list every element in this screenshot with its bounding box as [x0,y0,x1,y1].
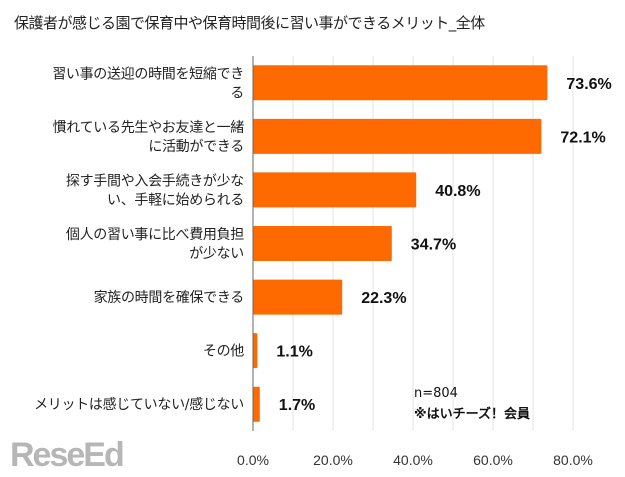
bar [253,226,392,261]
bar [253,65,548,101]
x-tick-label: 40.0% [393,452,433,468]
category-label: に活動ができる [148,139,244,155]
category-label: 習い事の送迎の時間を短縮でき [52,66,244,82]
resed-logo-watermark: ReseEd [10,436,125,474]
category-label: 個人の習い事に比べ費用負担 [66,227,244,243]
category-label: 家族の時間を確保できる [94,289,244,306]
category-label: メリットは感じていない/感じない [34,396,244,413]
bar [253,279,343,315]
sample-size-note: n=804 [414,386,458,401]
data-label: 1.7% [279,397,315,414]
data-label: 34.7% [411,237,456,254]
chart-title: 保護者が感じる園で保育中や保育時間後に習い事ができるメリット_全体 [14,14,485,32]
x-tick-label: 80.0% [553,452,593,468]
data-label: 73.6% [566,76,611,93]
category-label: 探す手間や入会手続きが少な [66,172,244,189]
data-label: 22.3% [361,290,406,307]
bar [253,172,417,208]
bar [253,386,260,422]
category-label: い、手軽に始められる [107,192,244,208]
respondent-note: ※はいチーズ！会員 [414,407,530,422]
bar [253,333,258,369]
data-label: 40.8% [435,183,480,200]
x-tick-label: 0.0% [237,452,269,468]
x-tick-label: 20.0% [313,452,353,468]
category-label: る [230,85,244,101]
category-label: その他 [203,344,244,360]
bar [253,118,542,154]
category-label: が少ない [189,246,244,262]
x-tick-label: 60.0% [473,452,513,468]
data-label: 1.1% [276,344,312,361]
data-label: 72.1% [560,129,605,146]
category-label: 慣れている先生やお友達と一緒 [53,119,245,136]
